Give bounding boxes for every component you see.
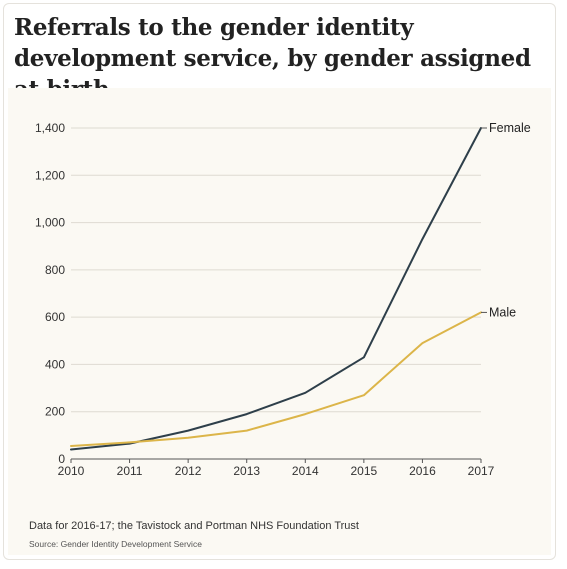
y-tick-label: 400 [45,357,65,371]
x-tick-label: 2015 [351,464,378,478]
y-tick-label: 1,400 [35,121,65,135]
x-tick-label: 2014 [292,464,319,478]
x-tick-label: 2010 [58,464,85,478]
source-note: Source: Gender Identity Development Serv… [29,539,202,549]
y-tick-label: 0 [58,452,65,466]
y-tick-label: 800 [45,263,65,277]
x-tick-label: 2011 [117,464,143,478]
data-note: Data for 2016-17; the Tavistock and Port… [29,520,359,532]
x-tick-label: 2013 [233,464,260,478]
chart-card: Referrals to the gender identity develop… [3,3,556,560]
y-tick-label: 600 [45,310,65,324]
y-tick-label: 1,000 [35,216,65,230]
series-line-male [70,311,482,447]
series-label-male: Male [489,305,516,319]
y-tick-label: 1,200 [35,168,65,182]
y-tick-label: 200 [45,405,65,419]
series-line-female [70,127,482,451]
x-tick-label: 2016 [409,464,436,478]
x-tick-label: 2017 [468,464,495,478]
series-label-female: Female [489,121,531,135]
x-tick-label: 2012 [175,464,202,478]
